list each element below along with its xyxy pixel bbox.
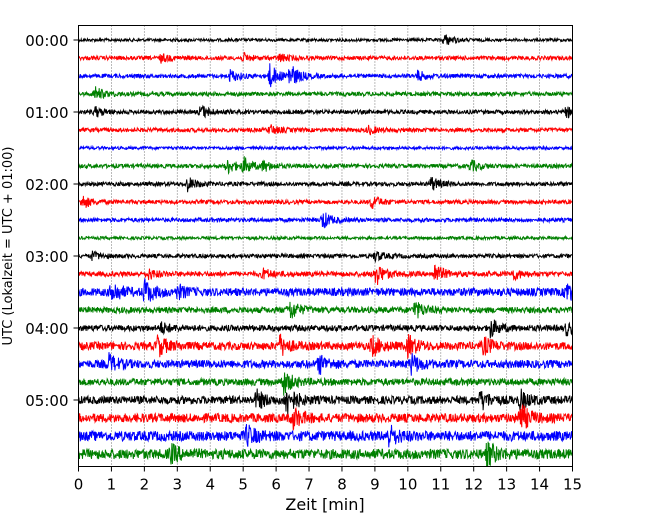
trace-0500 xyxy=(78,388,573,416)
x-tick-label: 6 xyxy=(271,476,281,494)
trace-0045 xyxy=(78,86,573,100)
trace-0215 xyxy=(78,195,573,209)
x-tick-label: 12 xyxy=(464,476,483,494)
x-tick-label: 10 xyxy=(398,476,417,494)
y-axis-label: UTC (Lokalzeit = UTC + 01:00) xyxy=(1,147,16,346)
trace-0315 xyxy=(78,264,573,286)
trace-0400 xyxy=(78,319,573,339)
trace-0515 xyxy=(78,403,573,432)
trace-0430 xyxy=(78,352,573,376)
x-tick-label: 3 xyxy=(173,476,183,494)
trace-0445 xyxy=(78,372,573,396)
y-tick-label: 05:00 xyxy=(25,392,68,410)
x-tick-label: 9 xyxy=(370,476,380,494)
trace-0230 xyxy=(78,212,573,229)
x-tick-label: 5 xyxy=(238,476,248,494)
trace-0545 xyxy=(78,441,573,467)
y-tick-label: 01:00 xyxy=(25,104,68,122)
y-tick-label: 04:00 xyxy=(25,320,68,338)
trace-0300 xyxy=(78,250,573,264)
x-tick-label: 14 xyxy=(530,476,549,494)
x-tick-label: 1 xyxy=(107,476,117,494)
x-tick-label: 13 xyxy=(497,476,516,494)
x-tick-label: 8 xyxy=(337,476,347,494)
trace-0015 xyxy=(78,51,573,64)
trace-0415 xyxy=(78,333,573,359)
trace-0130 xyxy=(78,144,573,152)
trace-0530 xyxy=(78,424,573,448)
x-tick-label: 2 xyxy=(140,476,150,494)
x-tick-label: 4 xyxy=(205,476,215,494)
x-tick-label: 7 xyxy=(304,476,314,494)
trace-0345 xyxy=(78,301,573,319)
x-tick-label: 15 xyxy=(563,476,582,494)
x-axis-label: Zeit [min] xyxy=(285,495,364,514)
trace-0245 xyxy=(78,234,573,242)
trace-0200 xyxy=(78,177,573,193)
trace-0330 xyxy=(78,278,573,302)
y-tick-label: 00:00 xyxy=(25,32,68,50)
trace-0030 xyxy=(78,63,573,88)
trace-0000 xyxy=(78,34,573,45)
x-tick-label: 11 xyxy=(431,476,450,494)
y-tick-label: 03:00 xyxy=(25,248,68,266)
trace-0145 xyxy=(78,156,573,176)
trace-0100 xyxy=(78,104,573,119)
x-tick-label: 0 xyxy=(74,476,84,494)
plot-frame xyxy=(78,25,573,467)
y-tick-label: 02:00 xyxy=(25,176,68,194)
trace-0115 xyxy=(78,124,573,136)
